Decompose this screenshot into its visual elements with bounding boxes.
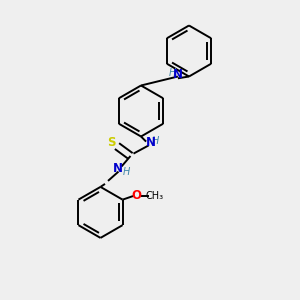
Text: H: H [169,68,176,78]
Text: H: H [152,136,159,146]
Text: S: S [107,136,116,149]
Text: O: O [132,189,142,202]
Text: N: N [173,68,183,81]
Text: H: H [122,167,130,177]
Text: CH₃: CH₃ [145,191,163,201]
Text: N: N [146,136,156,149]
Text: N: N [113,162,123,176]
